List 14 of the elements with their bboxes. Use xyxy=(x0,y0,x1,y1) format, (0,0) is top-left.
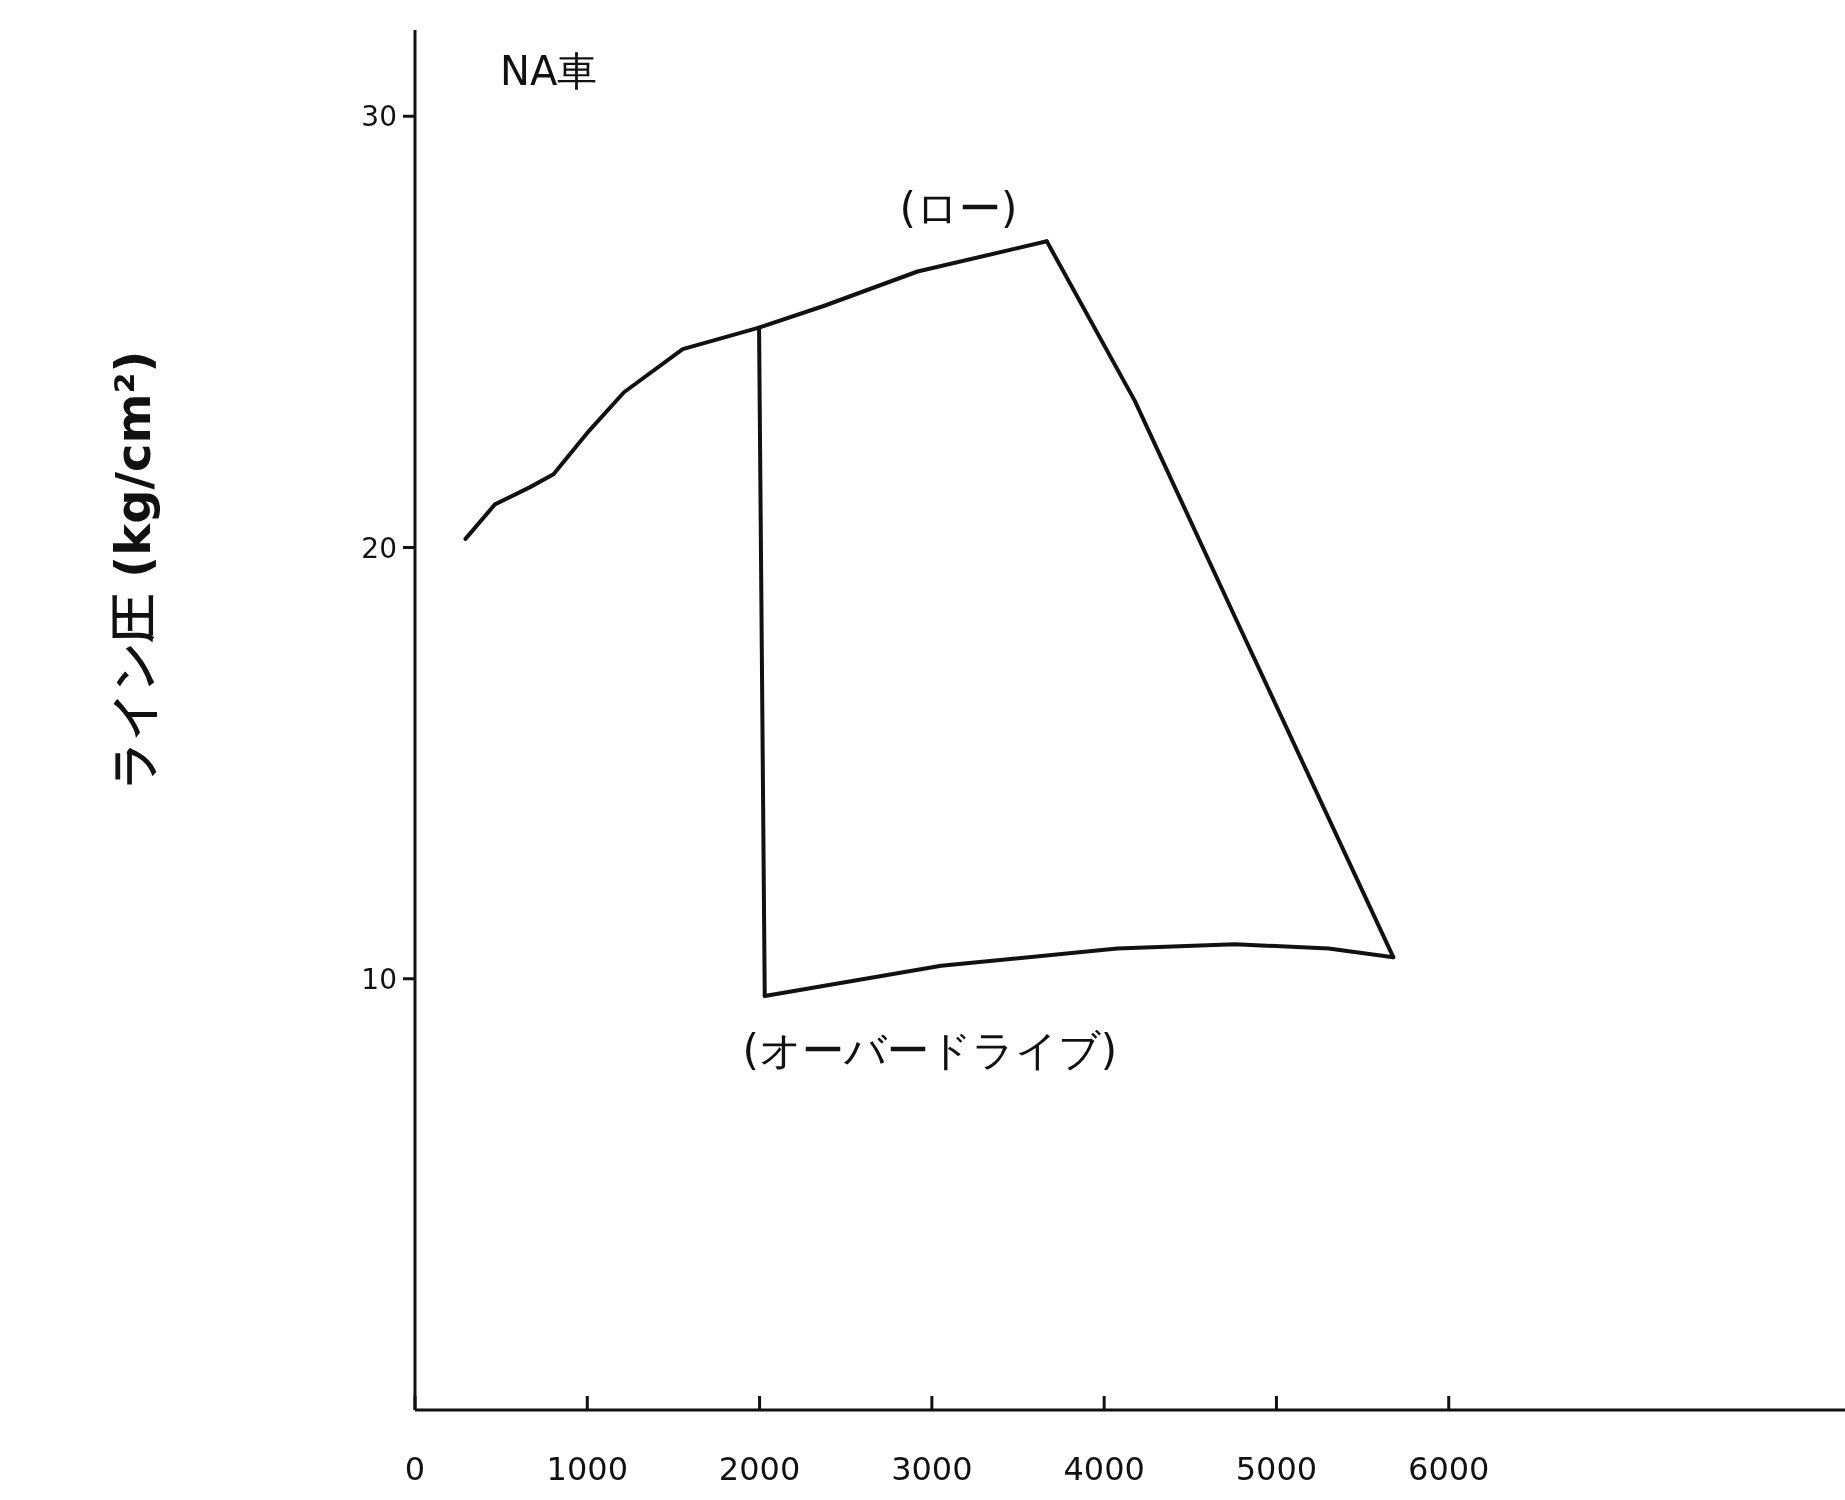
y-tick-label: 20 xyxy=(361,531,397,565)
x-tick-label: 0 xyxy=(404,1450,426,1488)
text: NA車 xyxy=(500,48,598,94)
x-tick-label: 2000 xyxy=(718,1450,801,1488)
y-tick-label: 10 xyxy=(361,962,397,996)
annotation: (オーバードライブ) xyxy=(742,1026,1118,1075)
x-tick-label: 4000 xyxy=(1063,1450,1145,1488)
x-tick-label: 1000 xyxy=(546,1450,629,1488)
y-axis-title: ライン圧 (kg/cm²) xyxy=(105,350,161,790)
annotation: (ロー) xyxy=(899,184,1018,234)
x-tick-label: 5000 xyxy=(1235,1450,1318,1488)
y-tick-label: 30 xyxy=(361,100,397,134)
x-tick-label: 6000 xyxy=(1408,1450,1490,1488)
x-tick-label: 3000 xyxy=(891,1450,973,1488)
